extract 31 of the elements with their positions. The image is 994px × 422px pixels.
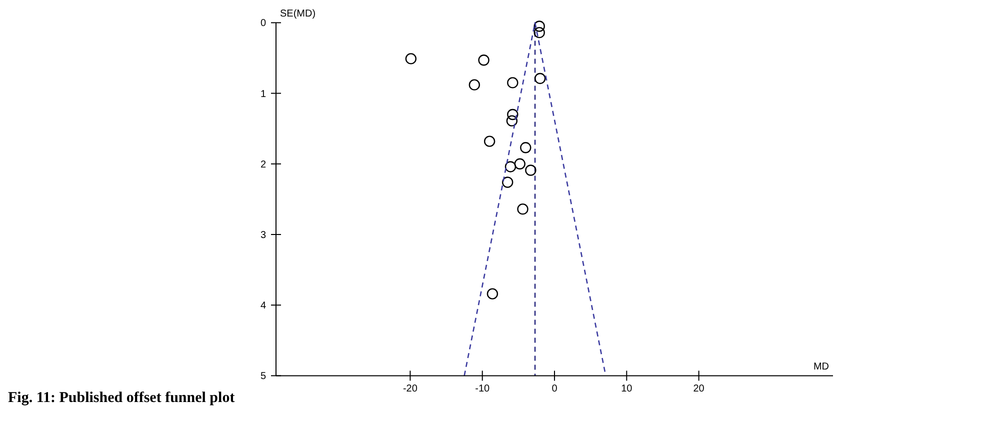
point: [504, 161, 516, 172]
point: [486, 288, 498, 300]
y-tick-label: 1: [260, 88, 266, 100]
x-tick-label: 10: [621, 384, 633, 395]
point: [525, 164, 536, 176]
x-tick-label: 0: [552, 384, 558, 395]
point: [534, 26, 545, 38]
y-tick-label: 5: [260, 371, 266, 382]
point: [517, 203, 528, 215]
point: [405, 53, 417, 64]
point: [478, 54, 490, 66]
y-tick-label: 2: [260, 159, 266, 170]
point: [468, 79, 480, 90]
point: [506, 115, 518, 126]
point: [507, 77, 518, 88]
point: [520, 142, 532, 154]
point: [502, 176, 514, 188]
point: [484, 136, 496, 147]
point: [534, 72, 546, 84]
point: [507, 108, 518, 120]
y-tick-label: 0: [260, 18, 266, 30]
point: [534, 20, 545, 32]
point: [514, 158, 526, 170]
y-tick-label: 4: [260, 300, 266, 312]
y-axis-title: SE(MD): [280, 8, 316, 20]
x-tick-label: -10: [475, 384, 490, 395]
x-axis-title: MD: [813, 362, 829, 373]
x-tick-label: 20: [693, 384, 705, 395]
caption: Fig. 11: Published offset funnel plot: [8, 390, 235, 406]
x-tick-label: -20: [402, 384, 418, 395]
y-tick-label: 3: [260, 230, 266, 241]
